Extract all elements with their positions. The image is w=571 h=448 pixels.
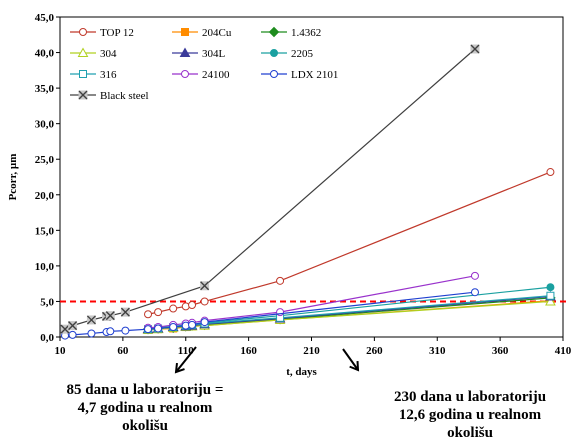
arrow-shaft bbox=[342, 348, 359, 371]
data-point bbox=[169, 304, 178, 313]
y-tick-label: 10,0 bbox=[35, 261, 55, 273]
legend-label: 304 bbox=[100, 48, 117, 60]
data-point bbox=[79, 28, 87, 36]
annotation-left-line1: 85 dana u laboratoriju = bbox=[66, 382, 224, 398]
legend-item: 1.4362 bbox=[261, 26, 321, 39]
legend-item: 316 bbox=[70, 69, 117, 81]
data-point bbox=[546, 291, 555, 300]
y-tick-label: 20,0 bbox=[35, 190, 55, 202]
data-point-cross bbox=[78, 90, 88, 100]
data-point bbox=[68, 330, 77, 339]
legend-label: TOP 12 bbox=[100, 27, 134, 39]
legend-item: 24100 bbox=[172, 69, 230, 81]
x-tick-label: 310 bbox=[429, 345, 446, 357]
series-black-steel bbox=[60, 44, 480, 334]
data-point bbox=[144, 325, 153, 334]
legend-item: 2205 bbox=[261, 48, 314, 60]
legend-label: 1.4362 bbox=[291, 27, 321, 39]
data-point bbox=[188, 320, 197, 329]
x-tick-label: 10 bbox=[55, 345, 67, 357]
data-point bbox=[179, 47, 191, 57]
legend-item: LDX 2101 bbox=[261, 69, 338, 81]
data-point-cross bbox=[200, 281, 210, 291]
legend-item: Black steel bbox=[70, 90, 149, 102]
data-point bbox=[470, 288, 479, 297]
annotation-left-line3: okolišu bbox=[122, 418, 168, 434]
legend-label: 304L bbox=[202, 48, 226, 60]
data-point bbox=[270, 49, 278, 57]
arrow-right bbox=[342, 348, 360, 372]
data-point-cross bbox=[120, 307, 130, 317]
data-point bbox=[270, 70, 278, 78]
legend-label: LDX 2101 bbox=[291, 69, 338, 81]
data-point bbox=[181, 70, 189, 78]
data-point bbox=[144, 310, 153, 319]
plot-area bbox=[59, 16, 564, 338]
data-point bbox=[188, 301, 197, 309]
x-tick-label: 360 bbox=[492, 345, 509, 357]
y-axis-label: Pcorr, µm bbox=[7, 154, 19, 201]
y-tick-label: 30,0 bbox=[35, 119, 55, 131]
x-tick-label: 210 bbox=[303, 345, 320, 357]
data-point bbox=[276, 276, 285, 285]
arrow-left bbox=[174, 346, 197, 374]
data-point bbox=[470, 271, 479, 280]
data-point bbox=[154, 324, 163, 333]
legend-item: 304L bbox=[172, 47, 226, 60]
series-ldx-2101 bbox=[61, 288, 479, 340]
data-point bbox=[87, 329, 96, 338]
legend-label: Black steel bbox=[100, 90, 149, 102]
x-tick-label: 410 bbox=[555, 345, 571, 357]
y-tick-label: 45,0 bbox=[35, 12, 55, 24]
annotation-left-line2: 4,7 godina u realnom bbox=[77, 400, 213, 416]
data-point-cross bbox=[105, 311, 115, 321]
legend: TOP 12 204Cu 1.4362 304 304L 2205 316 24100 LDX … bbox=[70, 26, 338, 102]
y-tick-label: 35,0 bbox=[35, 83, 55, 95]
annotation-right: 230 dana u laboratoriju 12,6 godina u re… bbox=[370, 388, 570, 442]
data-point bbox=[106, 327, 115, 336]
y-tick-label: 15,0 bbox=[35, 225, 55, 237]
annotation-right-line1: 230 dana u laboratoriju bbox=[393, 389, 547, 405]
data-point bbox=[546, 283, 555, 292]
annotation-right-line3: okolišu bbox=[447, 425, 493, 441]
legend-label: 2205 bbox=[291, 48, 314, 60]
legend-label: 24100 bbox=[202, 69, 230, 81]
annotation-right-line2: 12,6 godina u realnom bbox=[398, 407, 542, 423]
data-point bbox=[268, 26, 280, 38]
x-tick-label: 60 bbox=[117, 345, 129, 357]
data-point-cross bbox=[68, 321, 78, 331]
data-point-cross bbox=[60, 324, 70, 334]
data-point-cross bbox=[86, 315, 96, 325]
data-point bbox=[546, 168, 555, 177]
data-point bbox=[121, 326, 130, 335]
data-point bbox=[77, 47, 89, 57]
annotation-left: 85 dana u laboratoriju = 4,7 godina u re… bbox=[30, 381, 260, 435]
data-point bbox=[79, 70, 87, 78]
data-point-cross bbox=[470, 44, 480, 54]
arrow-head bbox=[174, 362, 185, 374]
legend-item: 304 bbox=[70, 47, 117, 60]
data-point bbox=[181, 28, 189, 36]
y-tick-label: 5,0 bbox=[40, 296, 54, 308]
data-point bbox=[200, 318, 209, 327]
x-tick-label: 160 bbox=[240, 345, 257, 357]
legend-label: 316 bbox=[100, 69, 117, 81]
data-point bbox=[154, 308, 163, 317]
data-point bbox=[545, 295, 556, 306]
data-point bbox=[169, 323, 178, 332]
legend-label: 204Cu bbox=[202, 27, 232, 39]
x-tick-label: 260 bbox=[366, 345, 383, 357]
legend-item: 204Cu bbox=[172, 27, 232, 39]
arrow-head bbox=[349, 360, 360, 372]
arrow-shaft bbox=[175, 346, 197, 373]
y-tick-label: 0,0 bbox=[40, 332, 54, 344]
series-top-12 bbox=[144, 168, 555, 319]
x-axis-label: t, days bbox=[286, 366, 317, 378]
y-tick-label: 25,0 bbox=[35, 154, 55, 166]
legend-item: TOP 12 bbox=[70, 27, 134, 39]
data-point bbox=[200, 297, 209, 306]
y-tick-label: 40,0 bbox=[35, 48, 55, 60]
